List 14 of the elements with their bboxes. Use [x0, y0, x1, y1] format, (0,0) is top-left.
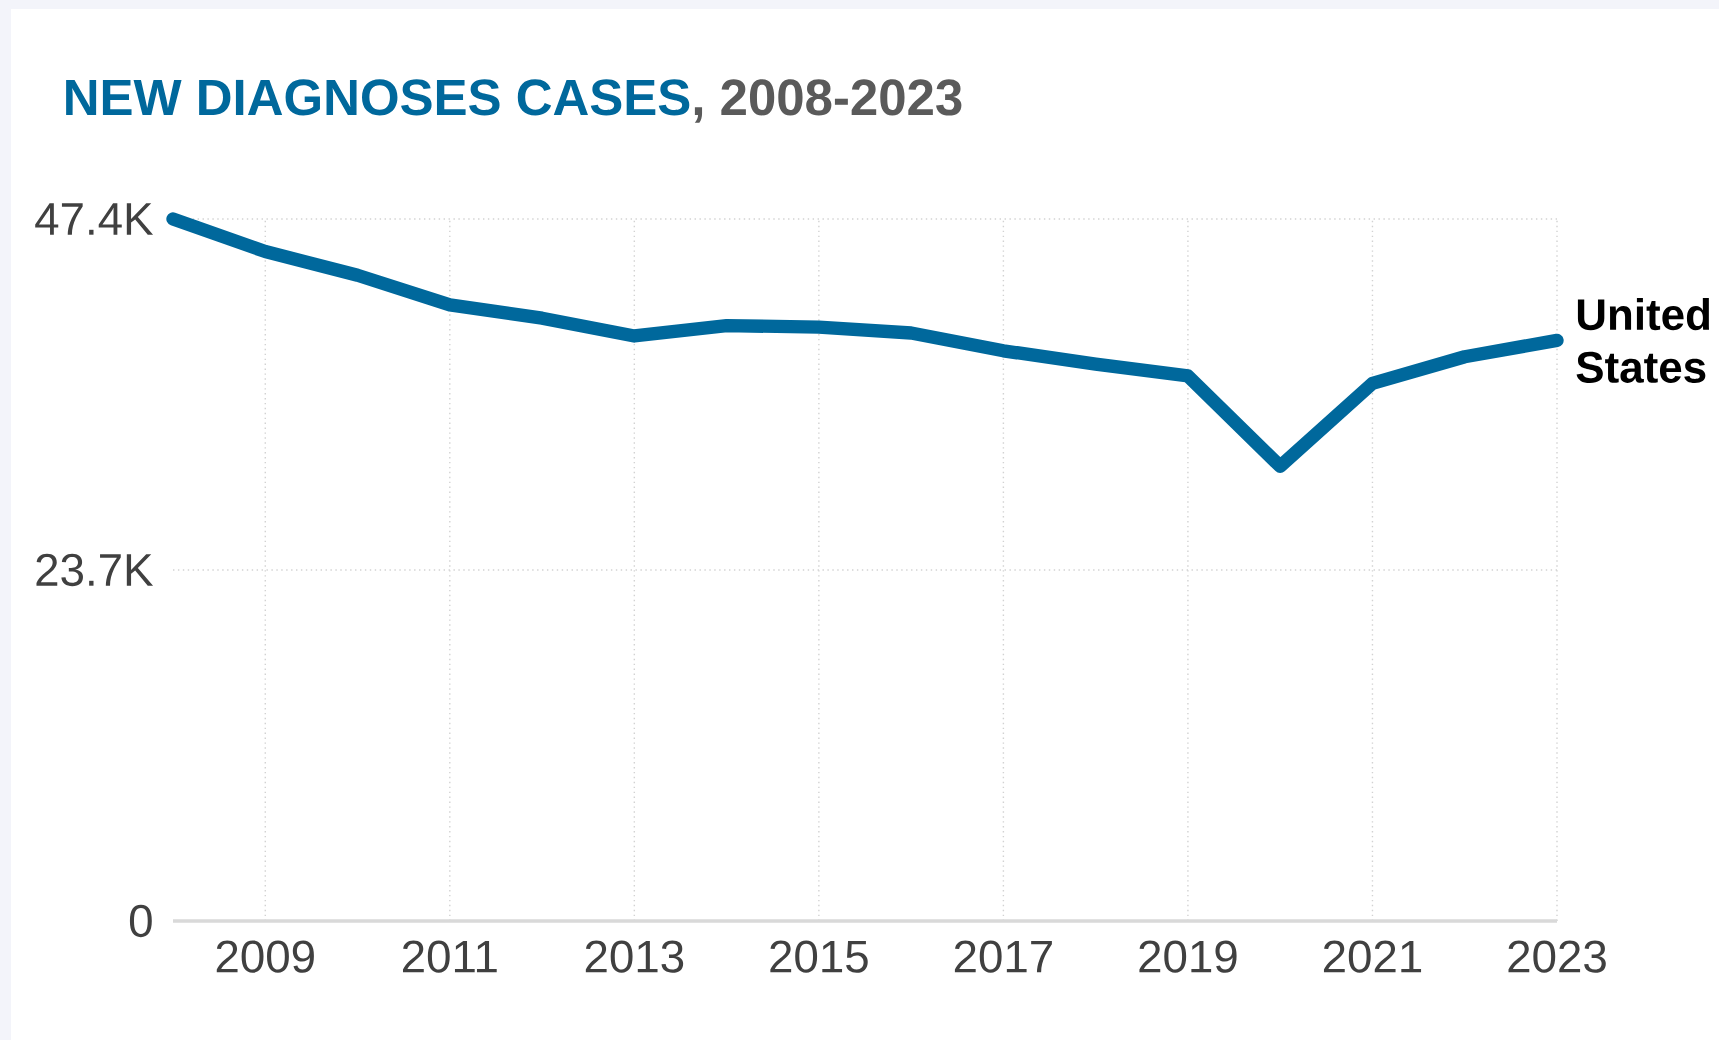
x-tick-label: 2021 [1323, 940, 1422, 973]
y-tick-label: 0 [129, 904, 152, 938]
y-tick-label: 47.4K [35, 203, 154, 235]
series-label: United States [1576, 297, 1710, 383]
x-tick-label: 2019 [1139, 940, 1237, 973]
x-tick-label: 2011 [402, 940, 497, 973]
x-tick-label: 2023 [1508, 940, 1606, 973]
x-tick-label: 2009 [216, 940, 314, 973]
x-tick-label: 2015 [770, 940, 868, 973]
y-tick-label: 23.7K [36, 553, 154, 587]
x-tick-label: 2013 [585, 940, 684, 973]
chart-subtitle: , 2008-2023 [694, 79, 962, 123]
x-tick-label: 2017 [954, 940, 1052, 973]
chart-title: NEW DIAGNOSES CASES [66, 79, 690, 116]
